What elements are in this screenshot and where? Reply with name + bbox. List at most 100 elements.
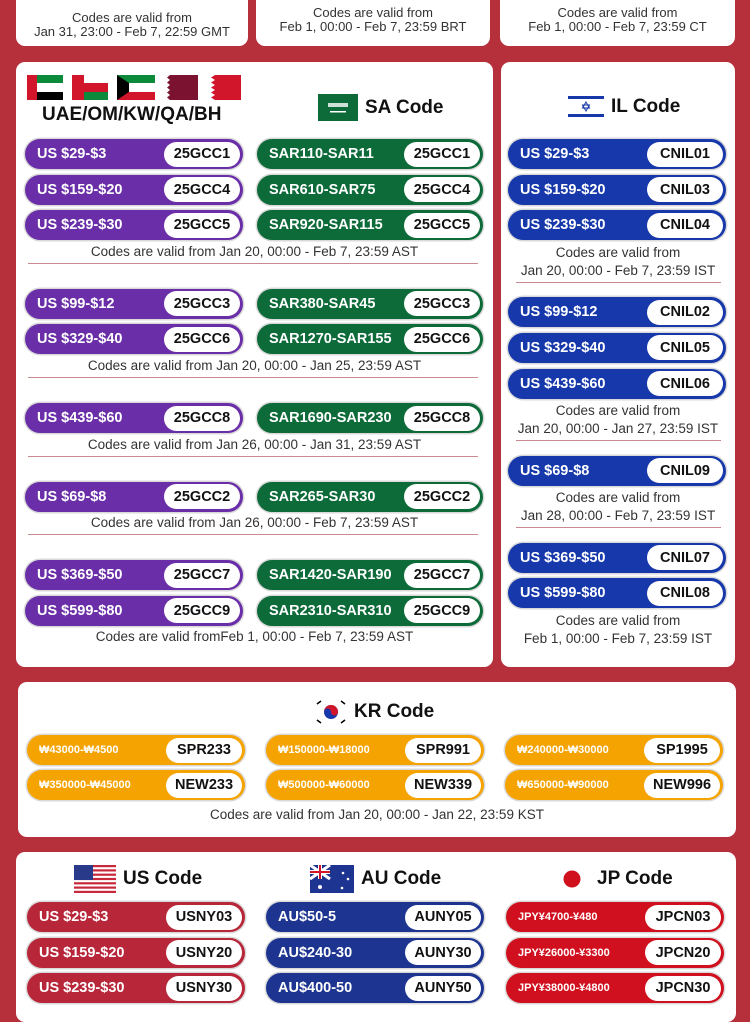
sa-code-pill[interactable]: SAR1420-SAR190 25GCC7 — [257, 560, 483, 591]
uae-code-pill[interactable]: US $99-$12 25GCC3 — [25, 288, 243, 319]
il-code-pill[interactable]: US $159-$20 CNIL03 — [508, 174, 726, 205]
promo-code[interactable]: 25GCC7 — [164, 562, 240, 588]
promo-code[interactable]: JPCN30 — [645, 975, 721, 1001]
uae-flag-icon — [27, 75, 63, 100]
promo-code[interactable]: SPR991 — [405, 737, 481, 763]
promo-code[interactable]: JPCN03 — [645, 904, 721, 930]
gulf-flags — [27, 75, 241, 100]
promo-code[interactable]: 25GCC1 — [404, 141, 480, 167]
promo-code[interactable]: 25GCC3 — [164, 291, 240, 317]
us-code-pill[interactable]: US $239-$30 USNY30 — [27, 973, 245, 1003]
validity-dates: Feb 1, 00:00 - Feb 7, 23:59 IST — [523, 630, 713, 646]
kr-code-pill[interactable]: ₩240000-₩30000 SP1995 — [505, 735, 723, 765]
kr-title: KR Code — [354, 701, 435, 722]
uae-code-pill[interactable]: US $369-$50 25GCC7 — [25, 560, 243, 591]
promo-code[interactable]: CNIL09 — [647, 458, 723, 484]
promo-code[interactable]: NEW233 — [166, 772, 242, 798]
validity-dates: Jan 31, 23:00 - Feb 7, 22:59 GMT — [34, 24, 230, 39]
sa-code-pill[interactable]: SAR265-SAR30 25GCC2 — [257, 481, 483, 512]
promo-code[interactable]: CNIL06 — [647, 371, 723, 396]
promo-code[interactable]: USNY20 — [166, 940, 242, 965]
us-code-pill[interactable]: US $29-$3 USNY03 — [27, 902, 245, 932]
promo-code[interactable]: CNIL05 — [647, 335, 723, 361]
uae-code-pill[interactable]: US $239-$30 25GCC5 — [25, 210, 243, 241]
promo-code[interactable]: JPCN20 — [645, 940, 721, 965]
il-code-pill[interactable]: US $99-$12 CNIL02 — [508, 297, 726, 328]
promo-code[interactable]: 25GCC2 — [164, 484, 240, 510]
kr-code-pill[interactable]: ₩500000-₩60000 NEW339 — [266, 770, 484, 800]
sa-code-pill[interactable]: SAR1690-SAR230 25GCC8 — [257, 403, 483, 433]
promo-code[interactable]: 25GCC2 — [404, 484, 480, 510]
promo-code[interactable]: CNIL04 — [647, 212, 723, 238]
uae-code-pill[interactable]: US $159-$20 25GCC4 — [25, 174, 243, 205]
australia-flag-icon — [310, 865, 354, 893]
il-codes-card: IL Code US $29-$3 CNIL01 US $159-$20 CNIL03… — [501, 62, 735, 667]
promo-code[interactable]: CNIL01 — [647, 141, 723, 167]
validity-label: Codes are valid from — [555, 244, 681, 260]
il-code-pill[interactable]: US $239-$30 CNIL04 — [508, 210, 726, 241]
promo-code[interactable]: AUNY30 — [405, 940, 481, 965]
sa-code-pill[interactable]: SAR1270-SAR155 25GCC6 — [257, 324, 483, 355]
promo-code[interactable]: CNIL02 — [647, 299, 723, 325]
promo-code[interactable]: 25GCC6 — [404, 326, 480, 352]
uae-code-pill[interactable]: US $439-$60 25GCC8 — [25, 403, 243, 433]
kr-code-pill[interactable]: ₩650000-₩90000 NEW996 — [505, 770, 723, 800]
promo-code[interactable]: 25GCC9 — [404, 598, 480, 624]
promo-code[interactable]: CNIL08 — [647, 580, 723, 606]
promo-code[interactable]: 25GCC8 — [164, 405, 240, 431]
il-code-pill[interactable]: US $439-$60 CNIL06 — [508, 368, 726, 399]
il-code-pill[interactable]: US $69-$8 CNIL09 — [508, 455, 726, 486]
au-code-pill[interactable]: AU$400-50 AUNY50 — [266, 973, 484, 1003]
uae-code-pill[interactable]: US $329-$40 25GCC6 — [25, 324, 243, 355]
promo-code[interactable]: 25GCC4 — [404, 177, 480, 203]
il-code-pill[interactable]: US $599-$80 CNIL08 — [508, 578, 726, 609]
promo-code[interactable]: 25GCC3 — [404, 291, 480, 317]
promo-code[interactable]: 25GCC8 — [404, 405, 480, 431]
jp-code-pill[interactable]: JPY¥4700-¥480 JPCN03 — [506, 902, 724, 932]
promo-code[interactable]: NEW339 — [405, 772, 481, 798]
promo-code[interactable]: 25GCC5 — [404, 212, 480, 238]
jp-code-pill[interactable]: JPY¥26000-¥3300 JPCN20 — [506, 937, 724, 968]
discount-range: SAR265-SAR30 — [269, 488, 376, 505]
korea-flag-icon — [315, 699, 347, 725]
promo-code[interactable]: CNIL03 — [647, 177, 723, 203]
uae-code-pill[interactable]: US $69-$8 25GCC2 — [25, 481, 243, 512]
promo-code[interactable]: 25GCC4 — [164, 177, 240, 203]
promo-code[interactable]: 25GCC9 — [164, 598, 240, 624]
kr-code-pill[interactable]: ₩350000-₩45000 NEW233 — [27, 770, 245, 800]
il-code-pill[interactable]: US $329-$40 CNIL05 — [508, 332, 726, 363]
qatar-flag-icon — [164, 75, 198, 100]
promo-code[interactable]: 25GCC6 — [164, 326, 240, 352]
promo-code[interactable]: SPR233 — [166, 737, 242, 763]
promo-code[interactable]: AUNY50 — [405, 975, 481, 1001]
il-code-pill[interactable]: US $369-$50 CNIL07 — [508, 542, 726, 573]
discount-range: SAR610-SAR75 — [269, 181, 376, 198]
validity-label: Codes are valid from — [555, 403, 681, 419]
sa-code-pill[interactable]: SAR110-SAR11 25GCC1 — [257, 139, 483, 169]
promo-code[interactable]: 25GCC7 — [404, 562, 480, 588]
sa-code-pill[interactable]: SAR380-SAR45 25GCC3 — [257, 288, 483, 319]
validity-label: Codes are valid from — [555, 490, 681, 506]
au-title: AU Code — [361, 868, 442, 889]
validity-note: Codes are valid from Jan 26, 00:00 - Jan… — [87, 436, 422, 452]
promo-code[interactable]: CNIL07 — [647, 545, 723, 571]
us-code-pill[interactable]: US $159-$20 USNY20 — [27, 937, 245, 968]
sa-code-pill[interactable]: SAR920-SAR115 25GCC5 — [257, 210, 483, 241]
promo-code[interactable]: NEW996 — [644, 772, 720, 798]
kr-code-pill[interactable]: ₩43000-₩4500 SPR233 — [27, 735, 245, 765]
sa-code-pill[interactable]: SAR2310-SAR310 25GCC9 — [257, 595, 483, 626]
kr-code-pill[interactable]: ₩150000-₩18000 SPR991 — [266, 735, 484, 765]
uae-code-pill[interactable]: US $599-$80 25GCC9 — [25, 595, 243, 626]
promo-code[interactable]: USNY03 — [166, 904, 242, 930]
au-code-pill[interactable]: AU$50-5 AUNY05 — [266, 902, 484, 932]
promo-code[interactable]: AUNY05 — [405, 904, 481, 930]
uae-code-pill[interactable]: US $29-$3 25GCC1 — [25, 139, 243, 169]
au-code-pill[interactable]: AU$240-30 AUNY30 — [266, 937, 484, 968]
sa-code-pill[interactable]: SAR610-SAR75 25GCC4 — [257, 174, 483, 205]
jp-code-pill[interactable]: JPY¥38000-¥4800 JPCN30 — [506, 973, 724, 1003]
il-code-pill[interactable]: US $29-$3 CNIL01 — [508, 139, 726, 169]
promo-code[interactable]: 25GCC5 — [164, 212, 240, 238]
promo-code[interactable]: SP1995 — [644, 737, 720, 763]
promo-code[interactable]: 25GCC1 — [164, 141, 240, 167]
promo-code[interactable]: USNY30 — [166, 975, 242, 1001]
